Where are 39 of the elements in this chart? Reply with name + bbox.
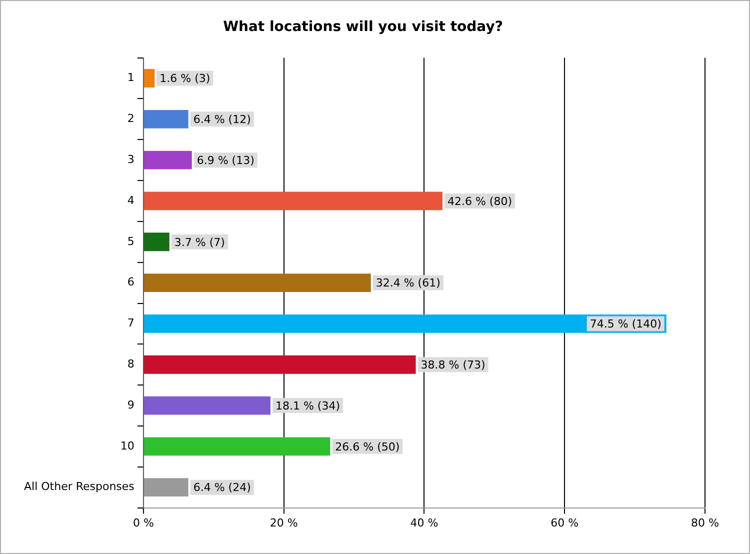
chart-title: What locations will you visit today? [223,19,503,36]
y-tick-label: 4 [127,194,134,207]
data-label: 74.5 % (140) [590,318,662,331]
x-tick-label: 20 % [270,516,298,530]
bar [144,437,330,456]
data-label: 3.7 % (7) [174,236,225,249]
y-tick-label: 2 [127,112,134,126]
bar [144,69,155,88]
data-label: 6.9 % (13) [196,154,254,167]
x-tick-label: 60 % [550,516,579,530]
data-label: 38.8 % (73) [420,358,486,372]
bar [144,192,442,210]
bar [144,110,188,128]
bar [144,396,270,415]
y-tick-label: 7 [127,316,134,330]
bar [144,274,371,292]
y-tick-label: 10 [120,439,134,452]
y-tick-label: 5 [127,234,134,248]
data-label: 1.6 % (3) [160,72,210,86]
y-tick-label: 8 [127,357,134,370]
data-label: 42.6 % (80) [447,194,512,208]
data-label: 18.1 % (34) [275,399,340,412]
data-label: 26.6 % (50) [335,440,400,454]
bar [144,355,416,374]
data-label: 32.4 % (61) [376,276,440,290]
bar [144,314,666,333]
x-tick-label: 80 % [691,516,719,530]
bar [144,478,188,497]
data-label: 6.4 % (12) [193,113,251,126]
bar [144,150,192,170]
bar [144,232,170,252]
y-tick-label: 9 [127,398,134,412]
y-tick-label: 3 [127,152,134,166]
x-tick-label: 0 % [132,516,154,530]
y-tick-label: All Other Responses [24,480,135,494]
y-tick-label: 1 [127,71,134,84]
data-label: 6.4 % (24) [193,481,251,494]
y-tick-label: 6 [127,276,134,289]
x-tick-label: 40 % [410,516,438,530]
